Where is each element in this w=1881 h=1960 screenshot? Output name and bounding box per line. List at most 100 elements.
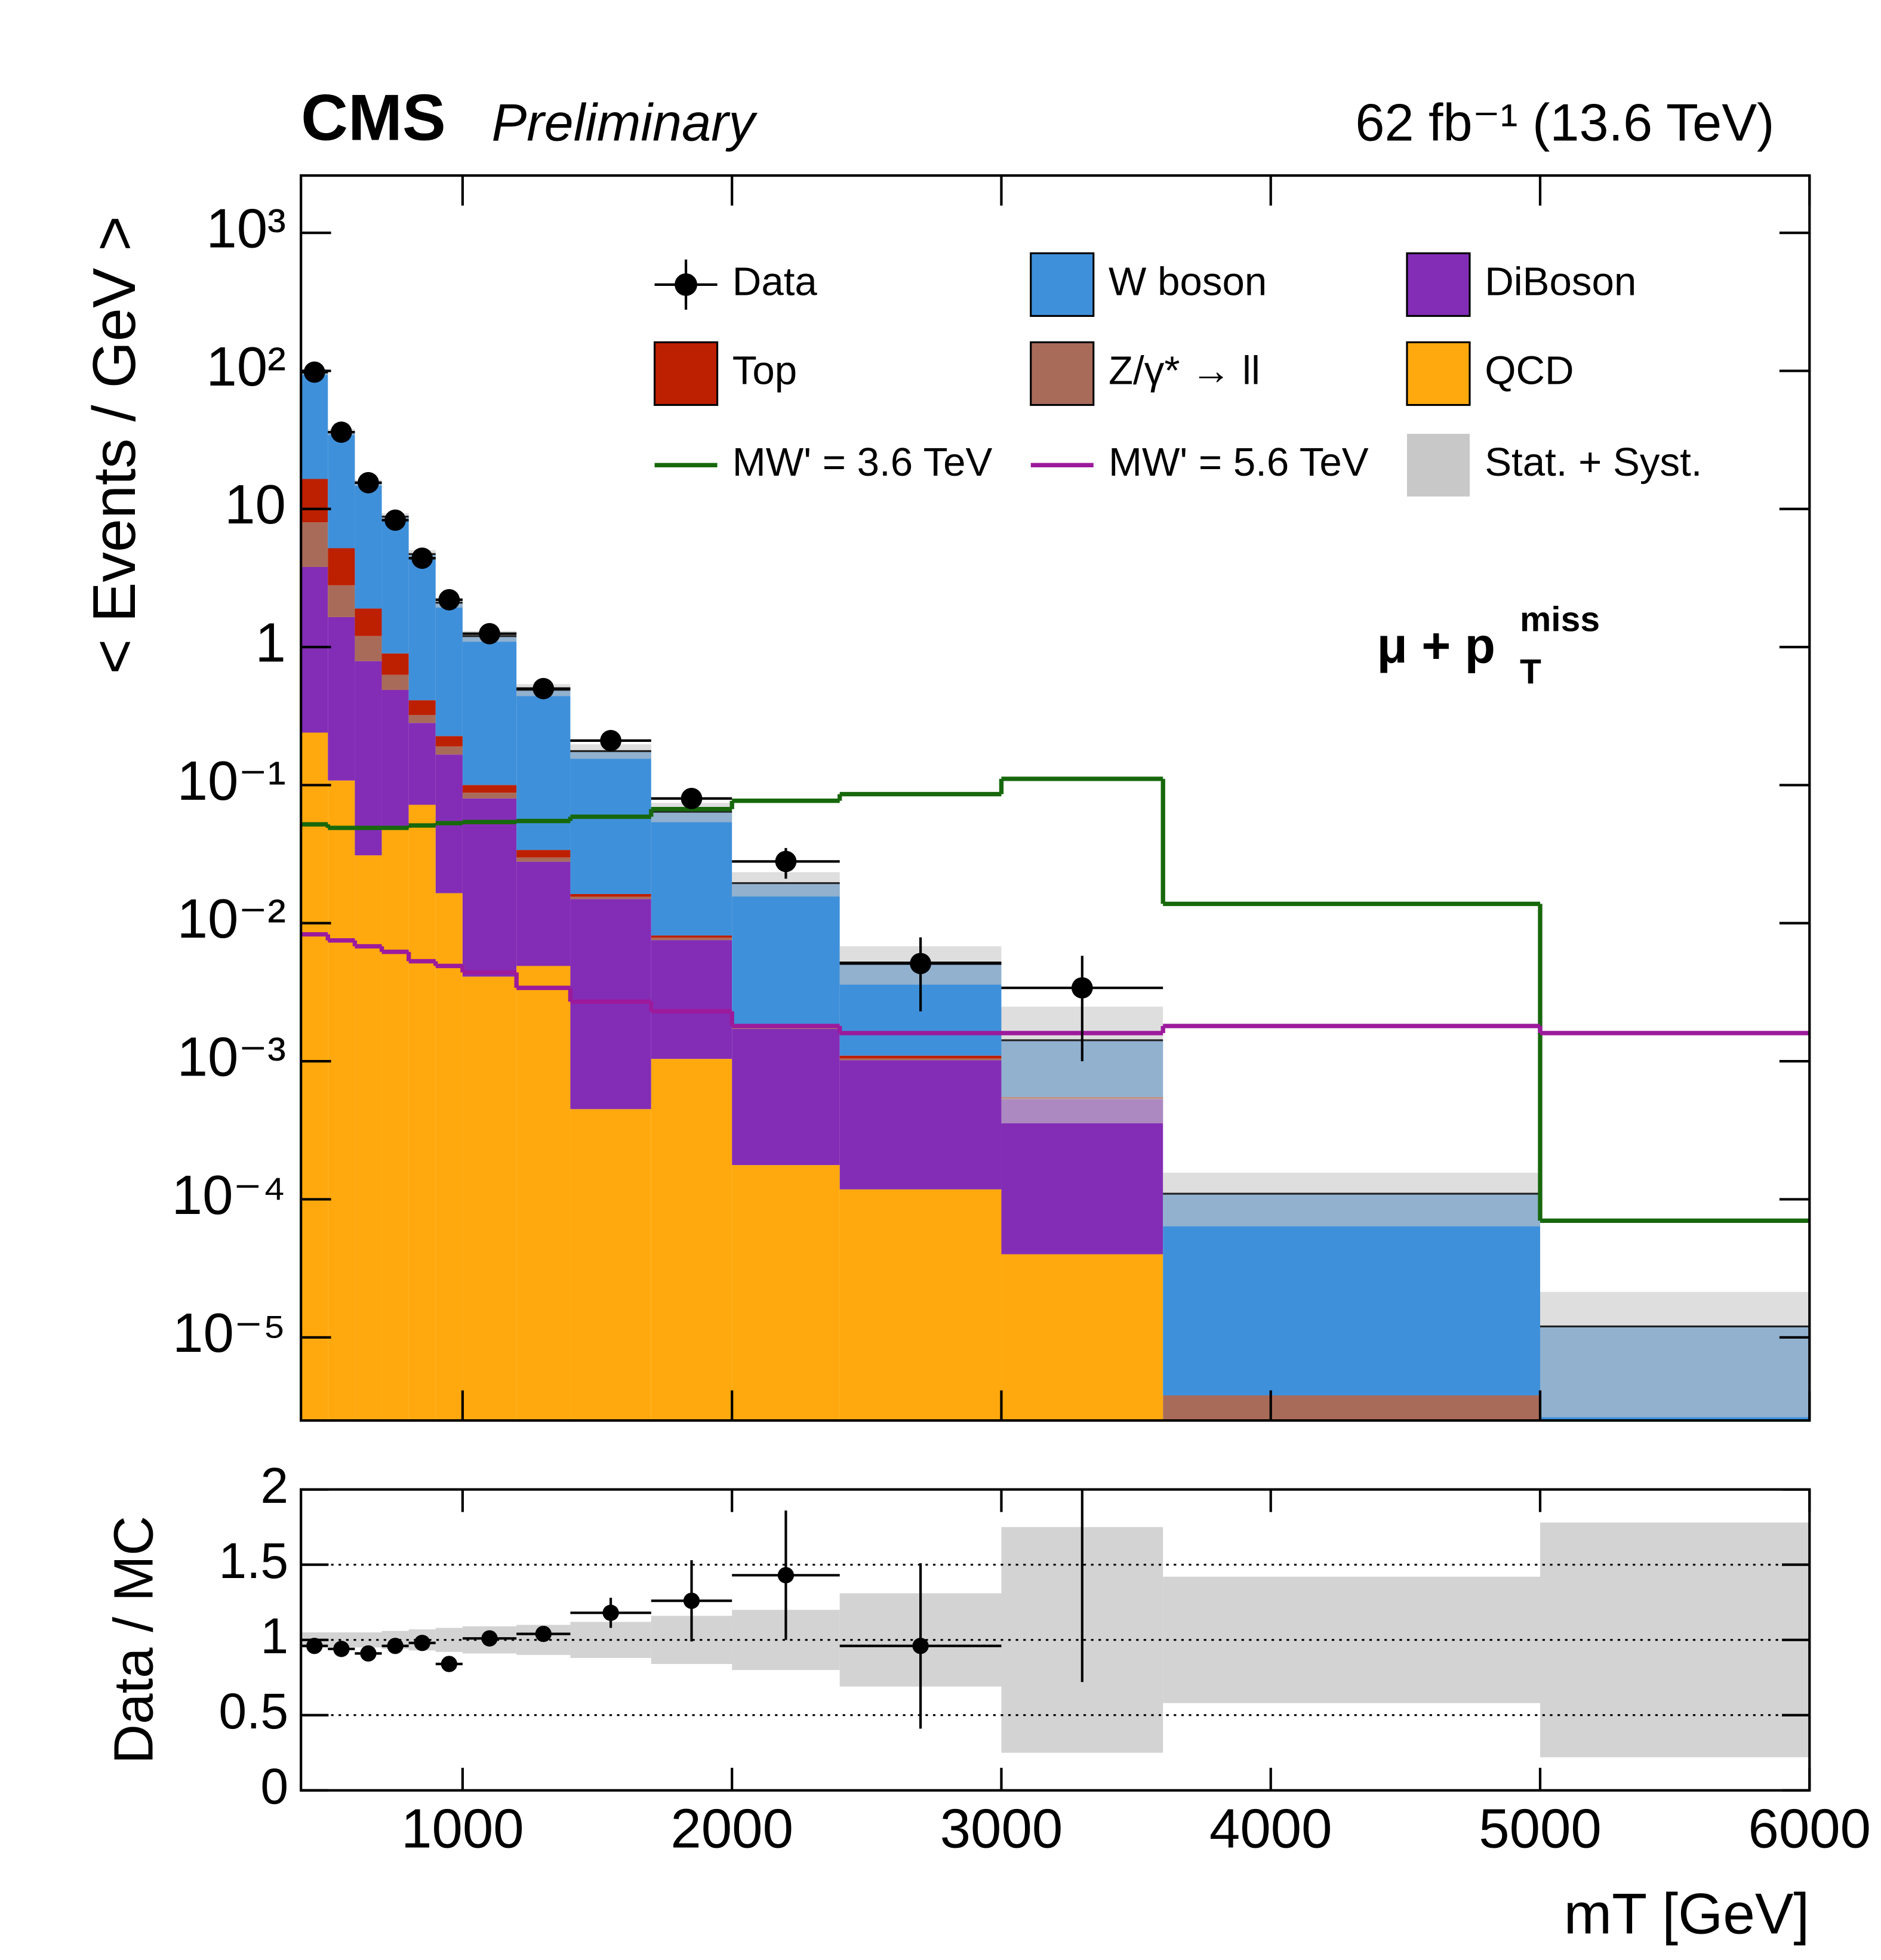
legend-marker — [653, 341, 719, 406]
stack-bar — [435, 746, 463, 755]
ratio-point — [602, 1604, 619, 1621]
legend-marker — [1406, 433, 1470, 497]
stack-bar — [301, 566, 328, 733]
stack-bar — [839, 1058, 1002, 1061]
stack-bar — [328, 432, 355, 548]
stack-bar — [839, 1060, 1002, 1189]
stack-bar — [301, 732, 328, 1421]
stack-bar — [355, 608, 382, 636]
stack-bar — [408, 700, 436, 715]
ratio-point — [360, 1645, 377, 1662]
stack-bar — [570, 899, 651, 1110]
ratio-y-tick-label: 1 — [260, 1608, 288, 1664]
y-tick-label: 10⁻⁵ — [173, 1302, 286, 1364]
stack-bar — [355, 636, 382, 661]
stack-bar — [408, 714, 436, 723]
stack-bar — [462, 798, 517, 977]
stack-bar — [570, 896, 651, 899]
data-point — [910, 953, 931, 975]
stack-bar — [570, 894, 651, 897]
ratio-point — [387, 1638, 404, 1654]
stack-bar — [381, 689, 409, 828]
stack-bar — [301, 371, 328, 479]
stack-bar — [516, 966, 571, 1421]
ratio-point — [441, 1656, 458, 1672]
ratio-band — [1163, 1576, 1540, 1703]
annotation-sub: T — [1520, 653, 1541, 692]
ratio-y-tick-label: 1.5 — [218, 1533, 288, 1589]
stack-bar — [355, 855, 382, 1421]
ratio-y-tick-label: 0.5 — [218, 1683, 288, 1739]
data-point — [775, 850, 797, 873]
stack-bar — [732, 883, 840, 1027]
stack-bar — [328, 548, 355, 585]
stack-bar — [381, 674, 409, 690]
annotation-sup: miss — [1520, 600, 1600, 639]
stack-bar — [435, 893, 463, 1421]
legend-label: Data — [732, 260, 818, 304]
stack-bar — [408, 554, 436, 701]
legend-label: QCD — [1485, 349, 1574, 393]
stack-bar — [355, 482, 382, 609]
uncertainty-band — [1540, 1292, 1810, 1417]
stack-bar — [301, 522, 328, 567]
ratio-point — [535, 1625, 552, 1642]
stack-bar — [301, 479, 328, 523]
stack-bar — [732, 1028, 840, 1166]
stack-bar — [570, 1109, 651, 1421]
ratio-point — [912, 1638, 929, 1654]
y-tick-label: 10⁻³ — [177, 1026, 286, 1088]
x-tick-label: 5000 — [1479, 1798, 1602, 1860]
ratio-point — [1074, 1421, 1090, 1437]
ratio-point — [481, 1630, 498, 1647]
stack-bar — [516, 861, 571, 966]
data-point — [438, 589, 460, 611]
stack-bar — [651, 940, 732, 1059]
legend-marker — [1030, 252, 1095, 317]
legend-marker — [1406, 341, 1471, 406]
x-tick-label: 2000 — [670, 1798, 793, 1860]
ratio-y-axis-label: Data / MC — [102, 1516, 164, 1764]
stack-bar — [355, 661, 382, 856]
x-tick-label: 6000 — [1748, 1798, 1871, 1860]
ratio-frame — [300, 1488, 1811, 1792]
legend-label: MW' = 3.6 TeV — [732, 440, 993, 485]
ratio-band — [1540, 1523, 1810, 1758]
stack-bar — [651, 938, 732, 941]
y-tick-label: 10⁻¹ — [177, 750, 286, 812]
data-point — [681, 788, 703, 809]
y-tick-label: 1 — [255, 612, 286, 674]
stack-bar — [408, 805, 436, 1421]
x-tick-label: 1000 — [401, 1798, 524, 1860]
stack-bar — [651, 1059, 732, 1421]
ratio-plot — [301, 1421, 1810, 1758]
main-plot — [301, 361, 1810, 1421]
main-frame — [300, 174, 1811, 1422]
x-tick-label: 4000 — [1209, 1798, 1332, 1860]
data-point — [479, 622, 500, 645]
y-tick-label: 10 — [224, 473, 286, 535]
ratio-point — [306, 1638, 323, 1654]
stack-bar — [381, 653, 409, 675]
stack-bar — [381, 828, 409, 1421]
stack-bar — [1001, 1254, 1163, 1421]
stack-bar — [462, 976, 517, 1421]
y-tick-label: 10⁻⁴ — [172, 1164, 286, 1226]
ratio-point — [414, 1635, 430, 1651]
stack-bar — [651, 812, 732, 936]
axes: 10⁻⁵ 10⁻⁴ 10⁻³ 10⁻² 10⁻¹ 1 10 10² 10³ 0 0.5 1 1.5 2 10… — [172, 175, 1871, 1860]
ratio-point — [683, 1592, 700, 1609]
stack-bar — [462, 636, 517, 785]
data-point — [600, 730, 621, 751]
legend: Data W boson DiBoson Top Z/γ* → ll QCD MW' = 3… — [653, 252, 1702, 497]
status-label: Preliminary — [491, 93, 758, 152]
stack-bar — [328, 780, 355, 1421]
stack-bar — [516, 850, 571, 858]
y-axis-label: < Events / GeV > — [81, 216, 148, 674]
stack-bar — [516, 857, 571, 862]
lumi-label: 62 fb⁻¹ (13.6 TeV) — [1355, 93, 1774, 152]
legend-label: Stat. + Syst. — [1485, 440, 1702, 485]
y-tick-label: 10² — [206, 335, 286, 397]
cms-label: CMS — [301, 82, 446, 155]
